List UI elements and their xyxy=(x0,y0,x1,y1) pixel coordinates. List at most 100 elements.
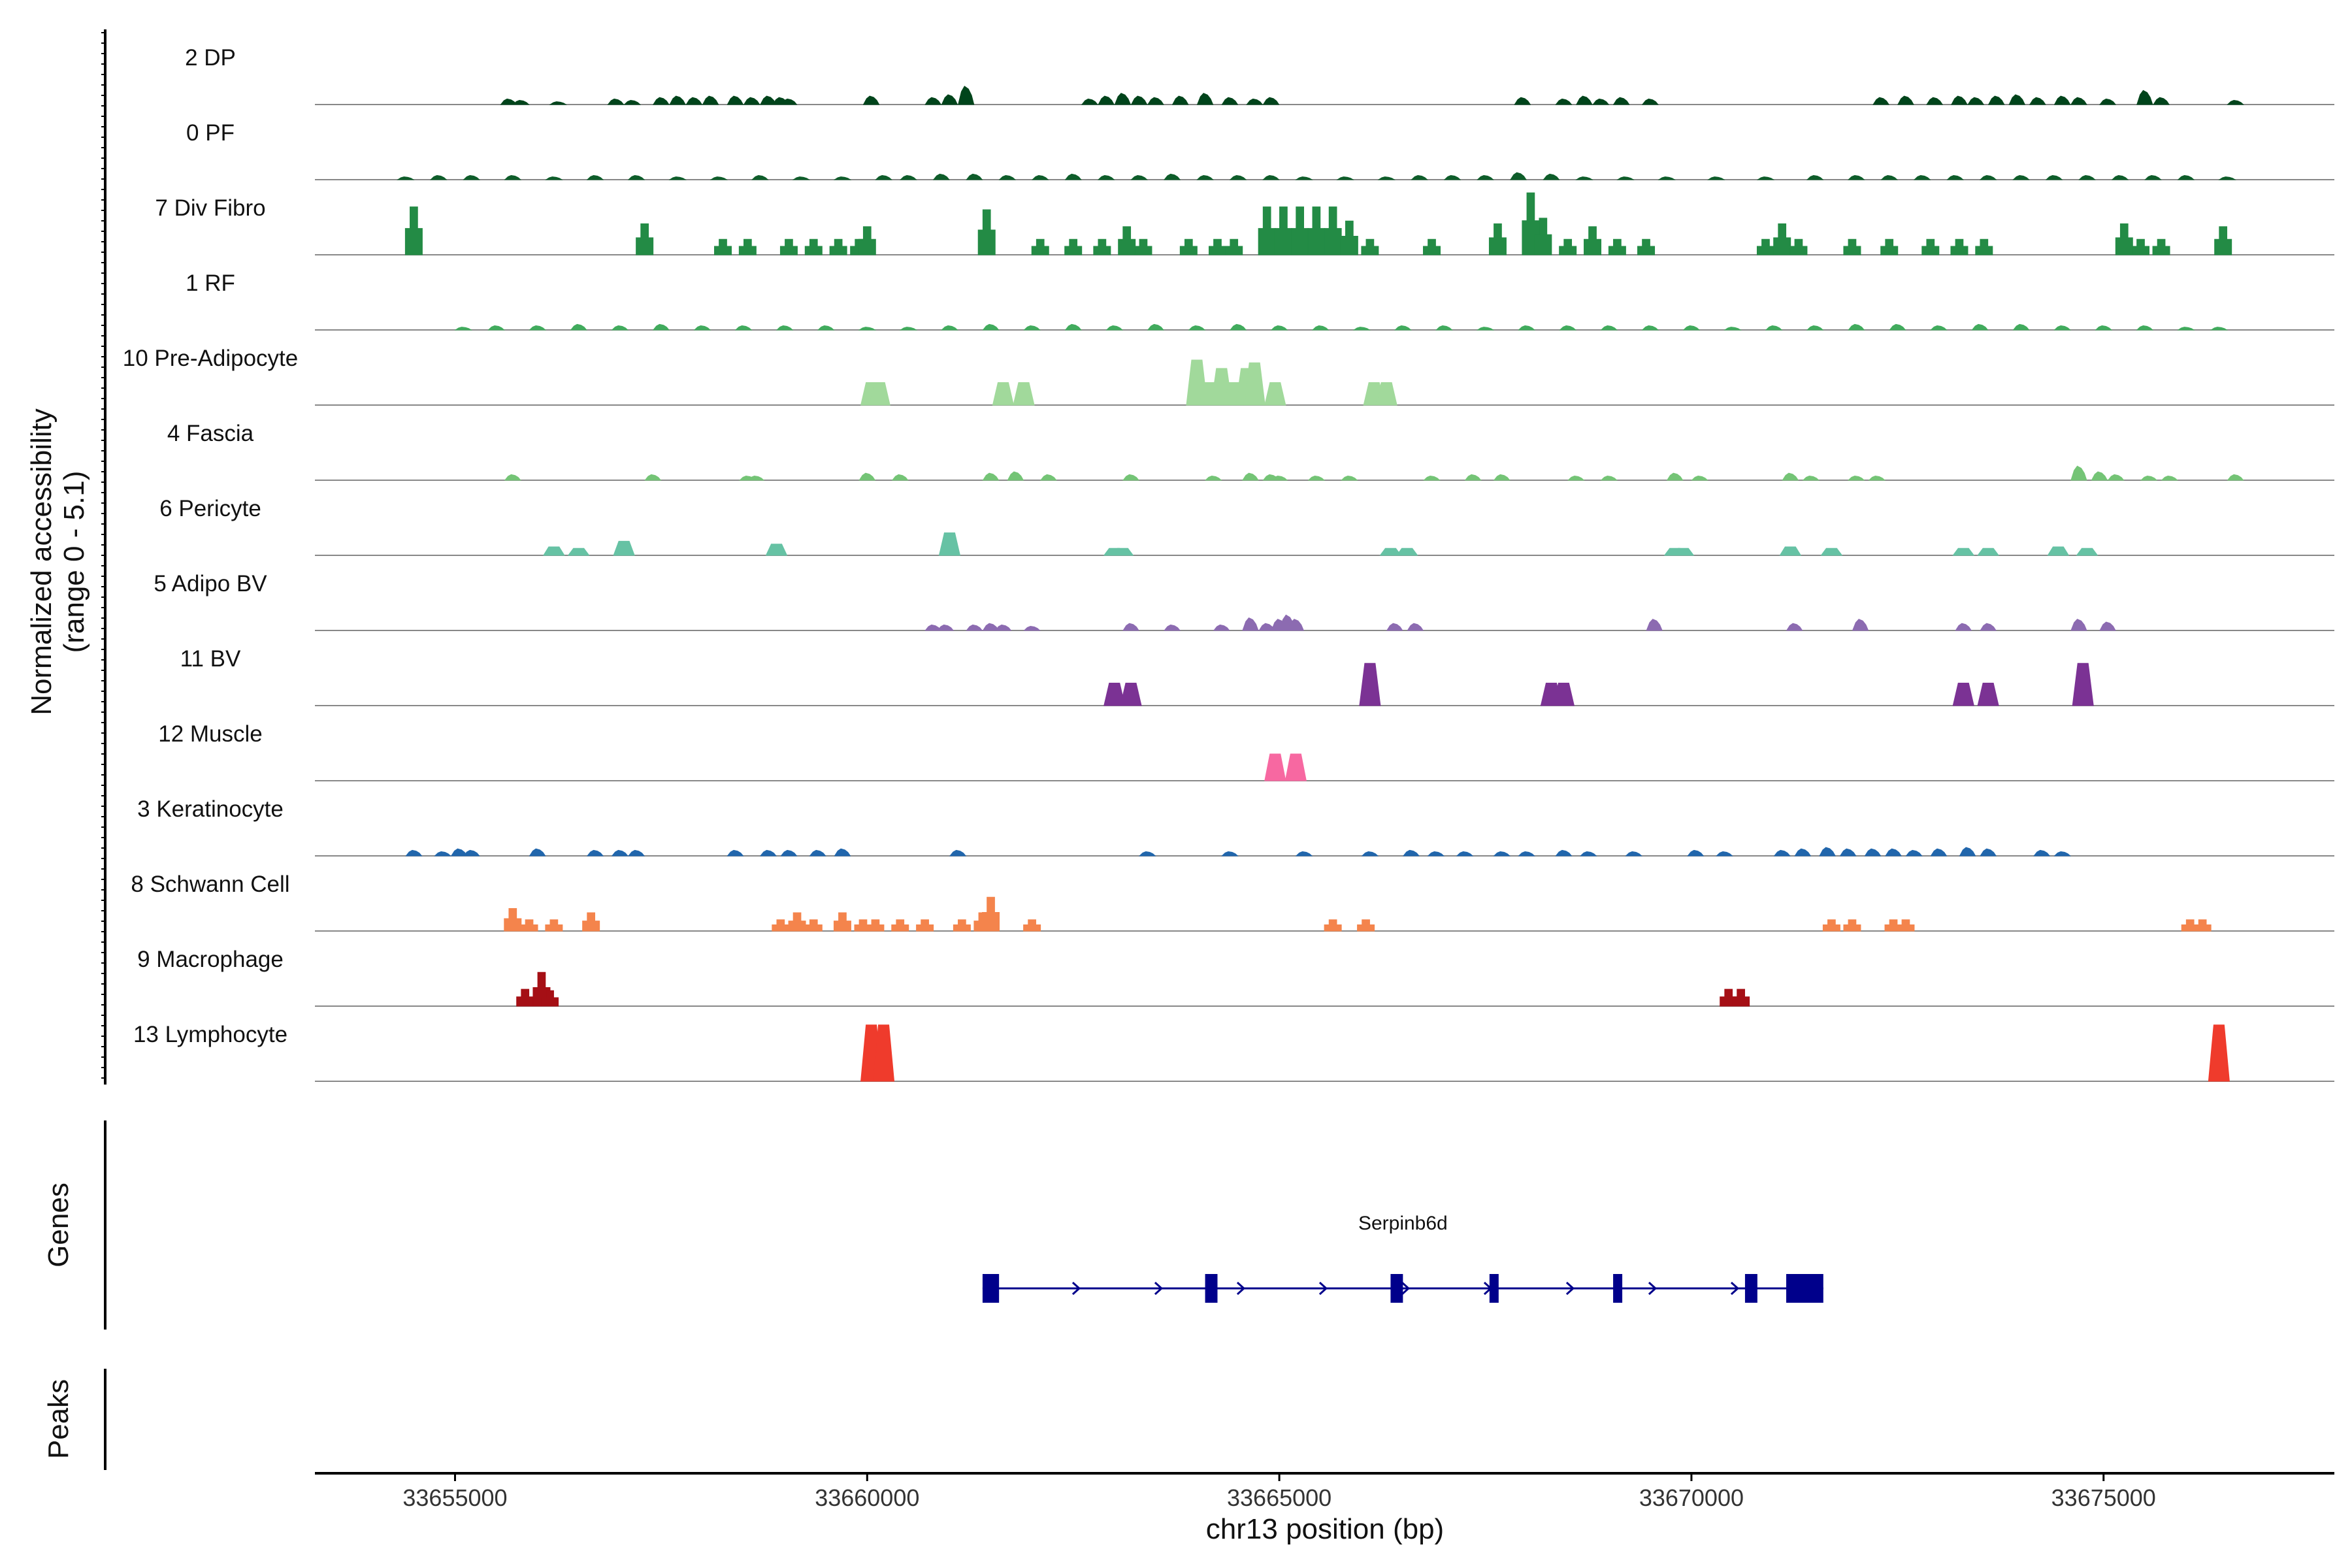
coverage-peak xyxy=(1977,547,2000,556)
coverage-peak xyxy=(891,474,909,481)
coverage-peak xyxy=(1359,662,1381,706)
coverage-peak xyxy=(2136,90,2153,105)
coverage-peak xyxy=(1291,206,1309,255)
coverage-peak xyxy=(1552,682,1575,706)
coverage-peak xyxy=(1243,362,1266,406)
gene-exon xyxy=(1613,1274,1623,1303)
coverage-peak xyxy=(1637,238,1656,255)
coverage-peak xyxy=(1584,226,1602,255)
coverage-peak xyxy=(1773,849,1791,857)
coverage-peak xyxy=(710,176,728,180)
coverage-peak xyxy=(586,849,604,857)
coverage-peak xyxy=(702,95,719,105)
coverage-peak xyxy=(545,919,563,932)
track-label: 5 Adipo BV xyxy=(154,571,267,596)
coverage-peak xyxy=(2193,919,2212,932)
coverage-peak xyxy=(1246,98,1264,105)
coverage-peak xyxy=(1600,325,1618,331)
coverage-peak xyxy=(2047,546,2070,556)
coverage-peak xyxy=(1930,325,1948,331)
coverage-peak xyxy=(1134,238,1152,255)
coverage-peak xyxy=(1196,175,1214,180)
coverage-peak xyxy=(1341,476,1358,481)
coverage-peak xyxy=(1625,851,1642,857)
coverage-peak xyxy=(780,98,798,105)
coverage-peak xyxy=(2107,474,2125,481)
coverage-peak xyxy=(804,919,823,932)
coverage-peak xyxy=(1641,98,1659,105)
coverage-peak xyxy=(1930,848,1948,857)
coverage-peak xyxy=(734,325,753,331)
gene-exon xyxy=(1744,1274,1757,1303)
coverage-peak xyxy=(504,907,522,932)
coverage-peak xyxy=(2033,849,2051,857)
coverage-peak xyxy=(872,1024,895,1082)
coverage-peak xyxy=(1375,382,1397,406)
coverage-peak xyxy=(1950,238,1968,255)
coverage-peak xyxy=(779,238,798,255)
track-label: 6 Pericyte xyxy=(159,496,261,521)
coverage-peak xyxy=(1716,851,1733,857)
track-13-lymphocyte: 13 Lymphocyte xyxy=(133,1022,2334,1082)
coverage-peak xyxy=(727,849,744,857)
coverage-peak xyxy=(1242,617,1259,631)
track-10-pre-adipocyte: 10 Pre-Adipocyte xyxy=(123,346,2334,406)
coverage-peak xyxy=(1031,175,1049,180)
coverage-peak xyxy=(1274,206,1292,255)
y-axis xyxy=(101,29,106,1085)
track-label: 10 Pre-Adipocyte xyxy=(123,346,298,371)
coverage-peak xyxy=(1196,93,1214,105)
coverage-peak xyxy=(1377,176,1396,180)
coverage-peak xyxy=(1779,546,1802,556)
coverage-peak xyxy=(899,327,918,331)
track-4-fascia: 4 Fascia xyxy=(167,421,2334,481)
coverage-peak xyxy=(1534,218,1552,255)
coverage-peak xyxy=(1307,206,1326,255)
track-label: 0 PF xyxy=(186,120,235,146)
coverage-peak xyxy=(1518,851,1535,857)
coverage-peak xyxy=(1386,623,1403,631)
coverage-peak xyxy=(1464,474,1482,481)
coverage-peak xyxy=(2144,175,2162,180)
coverage-peak xyxy=(1324,919,1342,932)
coverage-peak xyxy=(1093,238,1111,255)
coverage-peak xyxy=(1013,382,1035,406)
coverage-peak xyxy=(1773,223,1791,255)
coverage-peak xyxy=(1361,238,1379,255)
coverage-peak xyxy=(1295,851,1313,857)
track-label: 4 Fascia xyxy=(167,421,254,446)
coverage-peak xyxy=(977,209,996,255)
coverage-peak xyxy=(611,849,629,857)
coverage-peak xyxy=(1427,851,1445,857)
coverage-peak xyxy=(833,912,851,932)
peaks-panel-label: Peaks xyxy=(42,1379,74,1459)
coverage-peak xyxy=(998,175,1017,180)
coverage-peak xyxy=(1120,682,1142,706)
coverage-peak xyxy=(1488,223,1507,255)
coverage-peak xyxy=(966,173,983,180)
genes-panel-label: Genes xyxy=(42,1183,74,1267)
coverage-peak xyxy=(2053,325,2071,331)
coverage-tracks: 2 DP 0 PF 7 Div Fibro 1 RF 10 Pre-Adipocyte 4… xyxy=(123,45,2334,1082)
coverage-peak xyxy=(2070,619,2087,631)
strand-arrow xyxy=(1648,1281,1658,1296)
coverage-peak xyxy=(941,325,958,331)
coverage-peak xyxy=(1905,849,1923,857)
coverage-peak xyxy=(1188,325,1206,331)
coverage-peak xyxy=(1336,176,1354,180)
coverage-peak xyxy=(504,474,521,481)
gene-exon xyxy=(1786,1274,1823,1303)
track-12-muscle: 12 Muscle xyxy=(158,721,2334,781)
gene-exon xyxy=(1489,1274,1499,1303)
coverage-peak xyxy=(567,547,590,556)
coverage-peak xyxy=(2140,476,2158,481)
coverage-peak xyxy=(1600,476,1618,481)
coverage-peak xyxy=(1977,682,1999,706)
coverage-peak xyxy=(982,323,1000,331)
coverage-peak xyxy=(1264,753,1286,781)
coverage-peak xyxy=(1765,325,1783,331)
coverage-peak xyxy=(1666,472,1684,481)
track-label: 2 DP xyxy=(185,45,236,71)
coverage-peak xyxy=(2099,621,2116,631)
coverage-peak xyxy=(714,238,732,255)
